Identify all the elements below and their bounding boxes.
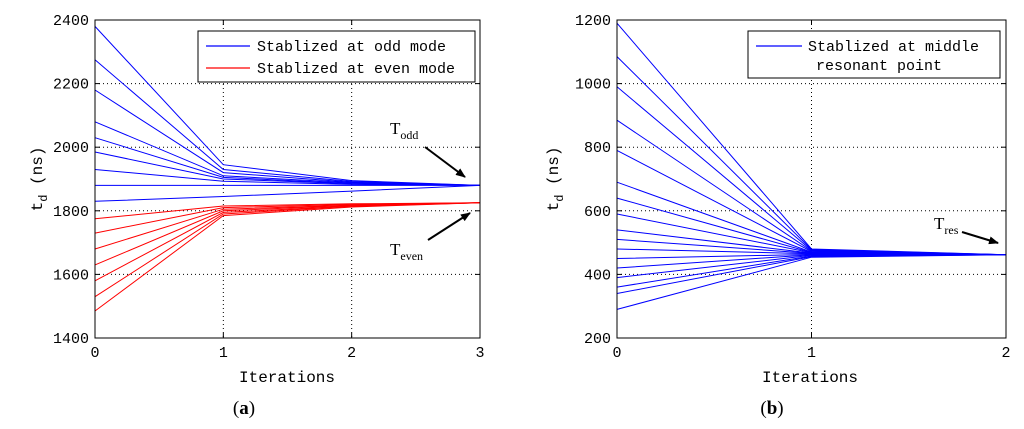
panel-b-ylabel-main: t (545, 202, 563, 212)
panel-a-xtick-label: 1 (219, 345, 228, 362)
panel-a-xtick-label: 3 (475, 345, 484, 362)
panel-b-caption: (b) (760, 398, 783, 419)
panel-a-caption: (a) (233, 398, 255, 419)
panel-a-ylabel-main: t (29, 202, 47, 212)
panel-b-ylabel-unit: (ns) (545, 147, 563, 185)
panel-b-legend-label-res: Stablized at middle (808, 39, 979, 56)
panel-a-ytick-label: 2000 (53, 140, 89, 157)
panel-a-series-line-odd (94, 137, 481, 186)
panel-a-ytick-label: 2400 (53, 13, 89, 30)
svg-text:td (ns): td (ns) (545, 147, 567, 212)
panel-a-legend-label-even: Stablized at even mode (257, 61, 455, 78)
panel-b-xtick-label: 2 (1001, 345, 1010, 362)
panel-a-ylabel: td (ns) (29, 147, 51, 212)
panel-b-annotation-tres: Tres (934, 214, 959, 237)
panel-b-series-line-res (616, 254, 1007, 310)
panel-a-series-line-even (94, 202, 481, 282)
panel-b-ytick-label: 1000 (575, 77, 611, 94)
panel-a-xtick-label: 0 (90, 345, 99, 362)
panel-a-ylabel-unit: (ns) (29, 147, 47, 185)
panel-b-ytick-label: 600 (584, 204, 611, 221)
panel-a-xlabel: Iterations (239, 369, 335, 387)
panel-b-legend-label-res-line2: resonant point (816, 58, 942, 75)
panel-b-xlabel: Iterations (762, 369, 858, 387)
panel-b-ylabel-sub: d (553, 195, 567, 202)
panel-b-ytick-label: 1200 (575, 13, 611, 30)
panel-a-annotation-todd-arrow (424, 146, 466, 178)
panel-a-annotation-todd: Todd (390, 119, 418, 142)
panel-b-ytick-label: 800 (584, 140, 611, 157)
panel-a-series (94, 26, 481, 312)
panel-a-legend-label-odd: Stablized at odd mode (257, 39, 446, 56)
panel-a-series-line-odd (94, 184, 481, 202)
panel-b-ticks: 0 1 2 200 400 600 800 1000 1200 (575, 13, 1011, 362)
panel-a-annotation-teven-arrow (427, 212, 471, 241)
panel-a-series-line-even (94, 202, 481, 312)
panel-b-ytick-label: 200 (584, 331, 611, 348)
panel-b-ytick-label: 400 (584, 267, 611, 284)
panel-b-series-line-res (616, 254, 1007, 279)
panel-a-ytick-label: 1600 (53, 267, 89, 284)
panel-b-ylabel: td (ns) (545, 147, 567, 212)
panel-a-legend-box (197, 30, 476, 83)
panel-a-annotation-teven: Teven (390, 240, 423, 263)
panel-a-ticks: 0 1 2 3 1400 1600 1800 2000 2200 2400 (53, 13, 485, 362)
panel-a-ytick-label: 2200 (53, 77, 89, 94)
panel-a-ytick-label: 1800 (53, 204, 89, 221)
panel-b-annotation-tres-arrow (961, 231, 999, 245)
panel-a-xtick-label: 2 (347, 345, 356, 362)
panel-a-ytick-label: 1400 (53, 331, 89, 348)
panel-b-series-line-res (616, 149, 1007, 256)
panel-b-chart: 0 1 2 200 400 600 800 1000 1200 Iterations td (n… (545, 13, 1011, 419)
svg-text:td (ns): td (ns) (29, 147, 51, 212)
panel-b-xtick-label: 1 (807, 345, 816, 362)
panel-b-xtick-label: 0 (612, 345, 621, 362)
panel-b-series (616, 22, 1007, 310)
panel-a-ylabel-sub: d (37, 195, 51, 202)
panel-b-legend-box (747, 30, 1001, 79)
panel-a-axes-frame (94, 19, 481, 339)
panel-a-series-line-odd (94, 89, 481, 186)
